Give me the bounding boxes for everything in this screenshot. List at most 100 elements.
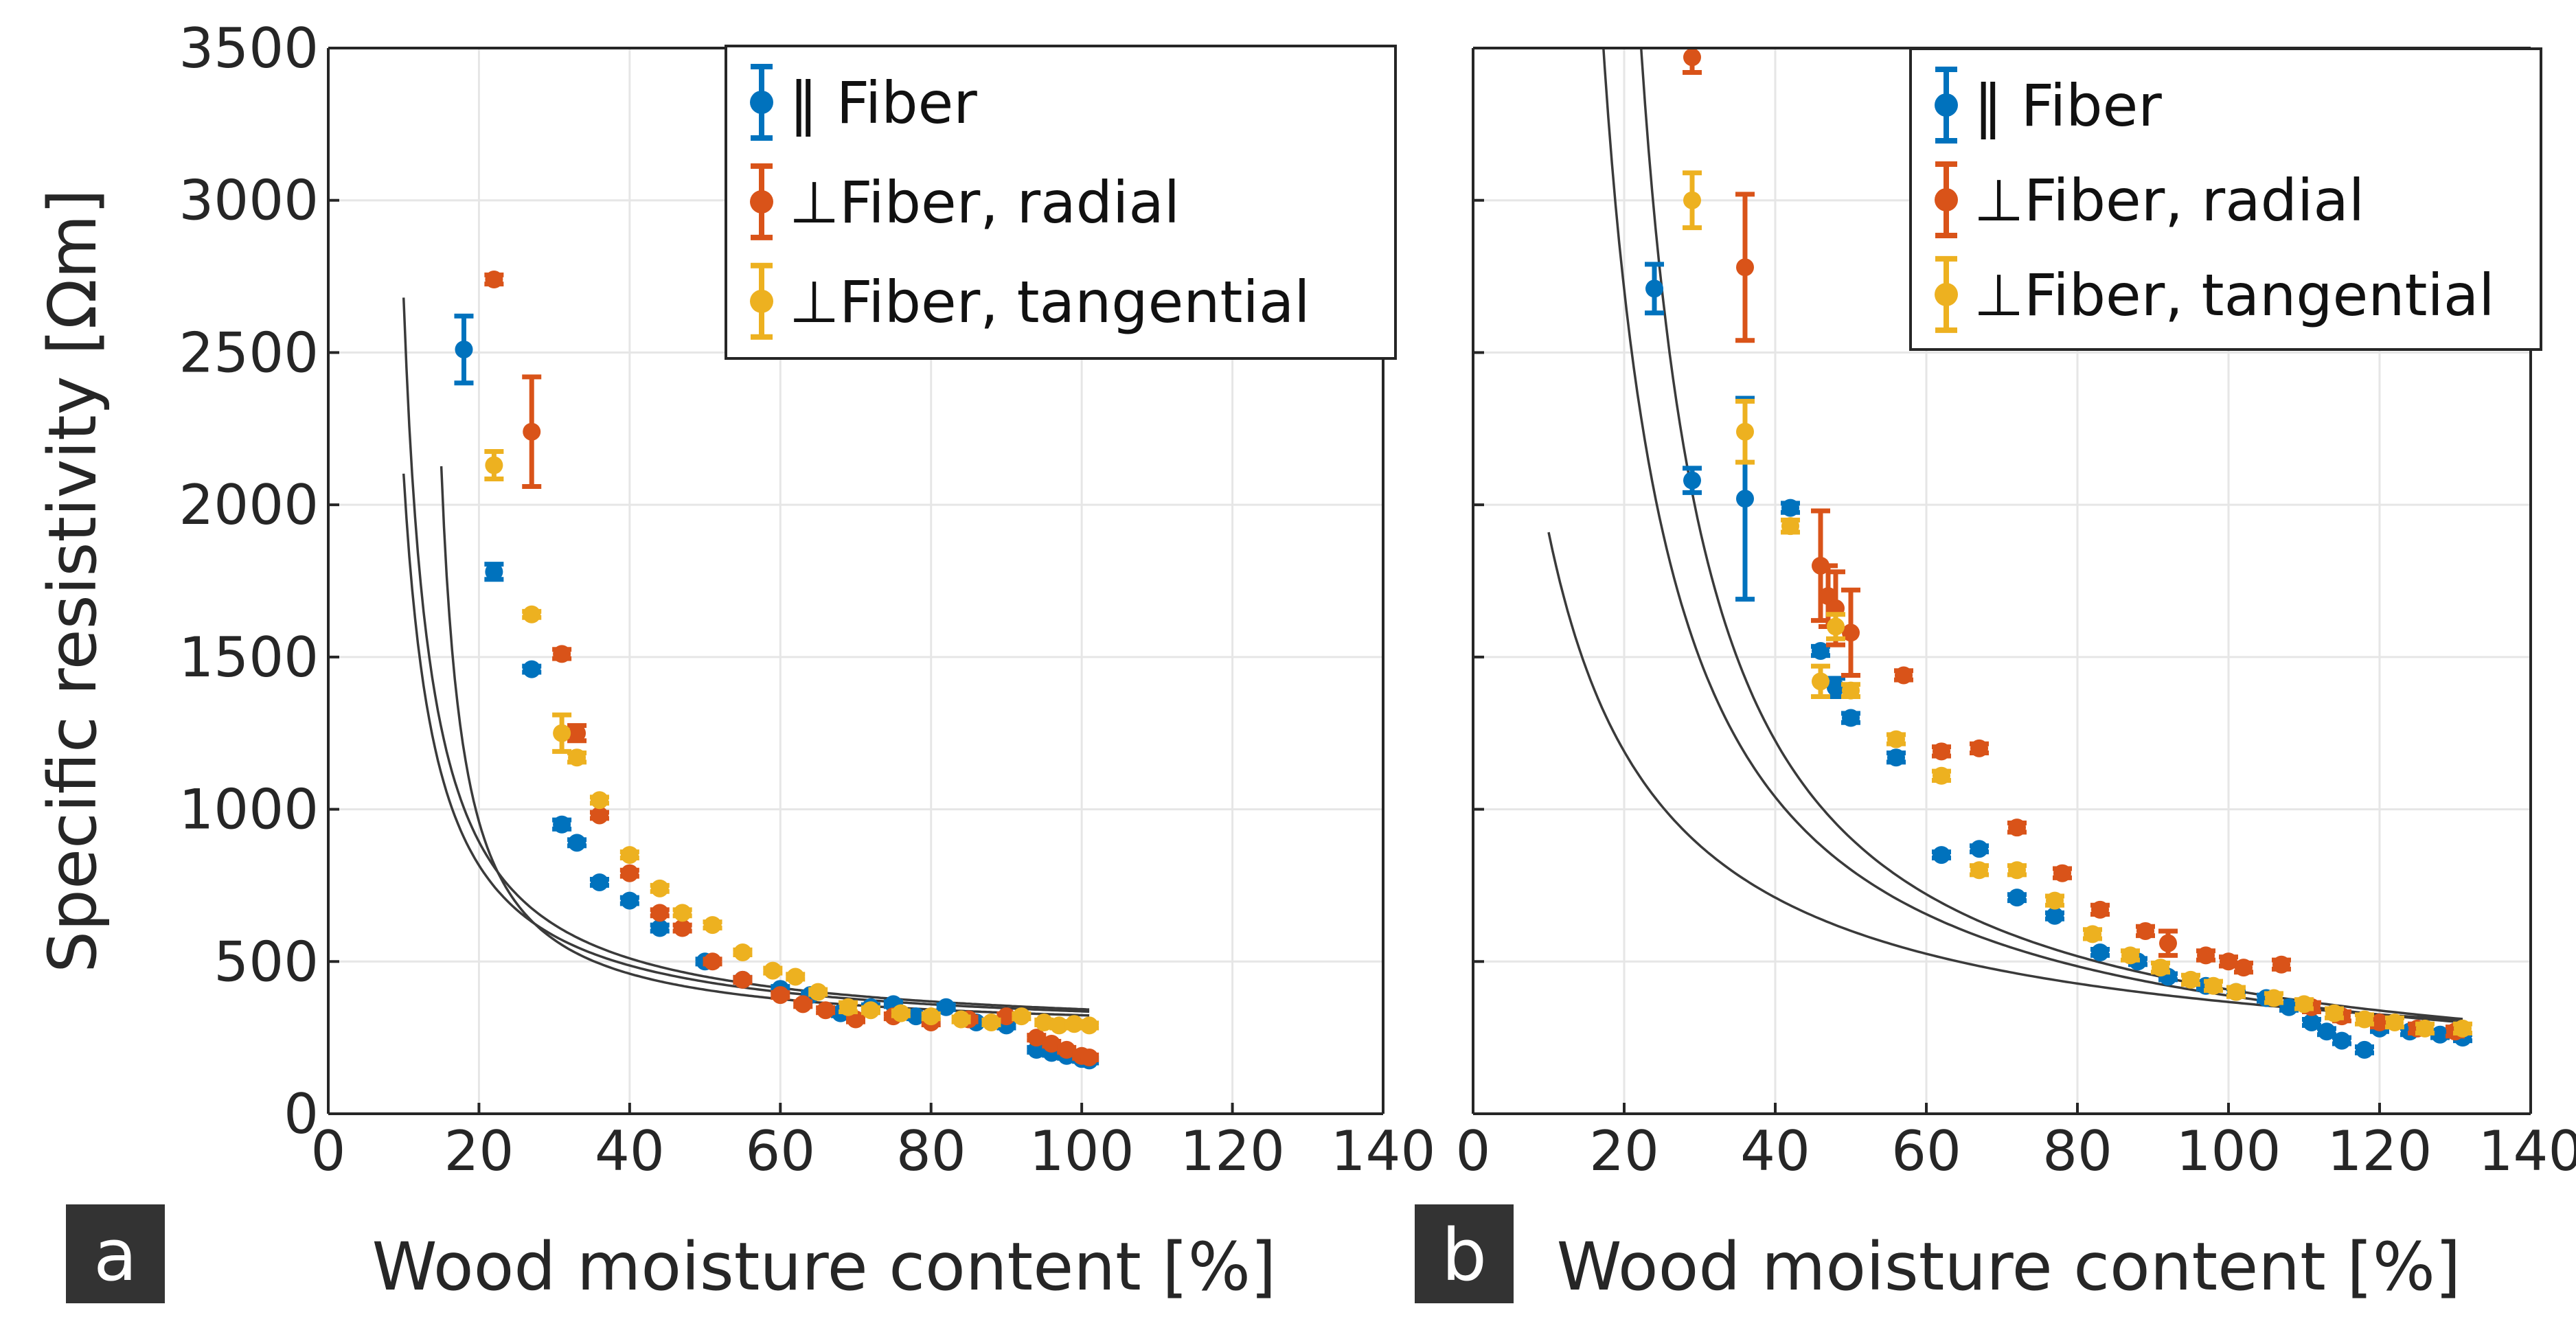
data-point — [2204, 976, 2222, 995]
fit-curve — [440, 466, 1090, 1017]
data-point — [809, 983, 828, 1001]
data-point — [2220, 952, 2237, 971]
data-point — [2008, 818, 2026, 837]
data-point — [861, 1001, 880, 1020]
legend-label: ⊥Fiber, tangential — [1974, 262, 2495, 329]
data-point — [2235, 959, 2253, 977]
data-point — [703, 916, 722, 935]
data-point — [1736, 422, 1754, 441]
data-point — [1887, 730, 1905, 748]
data-point — [523, 605, 541, 623]
data-point — [2159, 934, 2177, 952]
data-point — [937, 998, 955, 1016]
legend-box — [725, 45, 1397, 360]
data-point — [485, 562, 503, 581]
data-point — [620, 846, 639, 865]
data-point — [1933, 742, 1950, 761]
data-point — [1736, 258, 1754, 277]
panel-letter: b — [1441, 1213, 1487, 1297]
data-point — [2053, 864, 2071, 882]
data-point — [2295, 995, 2313, 1014]
data-point — [1781, 517, 1799, 536]
data-point — [1887, 748, 1905, 767]
y-tick-label: 500 — [214, 930, 319, 994]
x-tick-label: 140 — [2478, 1119, 2576, 1183]
data-point — [2325, 1004, 2343, 1022]
data-point — [764, 961, 782, 980]
x-tick-label: 80 — [2042, 1119, 2112, 1183]
data-point — [1970, 840, 1988, 858]
data-point — [1827, 678, 1845, 697]
data-point — [733, 970, 752, 989]
fit-curve — [1639, 48, 2463, 1020]
data-point — [2386, 1013, 2404, 1031]
data-point — [455, 340, 473, 358]
panel-letter-box — [66, 1204, 165, 1303]
data-point — [2046, 906, 2064, 925]
data-point — [650, 919, 669, 937]
x-tick-label: 40 — [595, 1119, 665, 1183]
legend-label: ‖ Fiber — [789, 69, 977, 137]
data-point — [794, 995, 812, 1014]
x-axis-title: Wood moisture content [%] — [1557, 1228, 2461, 1305]
data-point — [650, 904, 669, 922]
x-tick-label: 60 — [1891, 1119, 1961, 1183]
legend-marker — [750, 190, 773, 214]
data-point — [523, 660, 541, 678]
data-point — [2008, 889, 2026, 907]
legend-label: ⊥Fiber, radial — [789, 169, 1180, 236]
data-point — [997, 1007, 1016, 1026]
data-point — [839, 998, 858, 1016]
data-point — [907, 1007, 925, 1026]
data-point — [1812, 672, 1830, 691]
x-tick-label: 0 — [311, 1119, 346, 1183]
data-point — [2046, 891, 2064, 910]
data-point — [891, 1004, 910, 1022]
data-point — [673, 919, 692, 937]
data-point — [1842, 681, 1860, 700]
data-point — [1683, 471, 1701, 490]
x-tick-label: 0 — [1456, 1119, 1491, 1183]
y-tick-label: 2500 — [179, 321, 319, 385]
panel-letter-box — [1415, 1204, 1514, 1303]
data-point — [1065, 1015, 1084, 1033]
x-tick-label: 20 — [444, 1119, 514, 1183]
data-point — [1812, 641, 1830, 660]
data-point — [1970, 861, 1988, 880]
plot-area — [402, 271, 1099, 1070]
data-point — [2272, 955, 2290, 974]
data-point — [485, 271, 503, 289]
data-point — [1842, 709, 1860, 727]
panel-letter: a — [93, 1213, 137, 1297]
data-point — [2303, 1013, 2321, 1031]
x-tick-label: 120 — [2327, 1119, 2432, 1183]
y-axis-title: Specific resistivity [Ωm] — [34, 189, 111, 973]
data-point — [2182, 970, 2200, 989]
data-point — [786, 968, 805, 986]
data-point — [771, 986, 790, 1005]
data-point — [1683, 191, 1701, 209]
legend-marker — [750, 289, 773, 313]
plot-area — [1547, 48, 2472, 1059]
panel-a: 0 20 40 60 80 100 120 140 0 500 1000 1500 2000 2500 30… — [34, 16, 1435, 1305]
data-point — [590, 791, 608, 810]
data-point — [2356, 1010, 2373, 1029]
data-point — [2356, 1040, 2373, 1059]
x-tick-label: 100 — [2176, 1119, 2281, 1183]
data-point — [2318, 1022, 2336, 1041]
data-point — [982, 1013, 1001, 1031]
data-point — [1058, 1040, 1076, 1059]
data-point — [2197, 946, 2215, 965]
data-point — [2280, 998, 2298, 1016]
data-point — [1035, 1013, 1053, 1031]
data-point — [2431, 1025, 2449, 1044]
data-point — [1645, 279, 1663, 298]
data-point — [1012, 1007, 1031, 1026]
data-point — [568, 724, 586, 742]
legend-marker — [1935, 187, 1958, 211]
data-point — [2265, 989, 2283, 1007]
data-point — [2121, 946, 2139, 965]
data-point — [1050, 1016, 1069, 1035]
data-point — [568, 834, 586, 852]
